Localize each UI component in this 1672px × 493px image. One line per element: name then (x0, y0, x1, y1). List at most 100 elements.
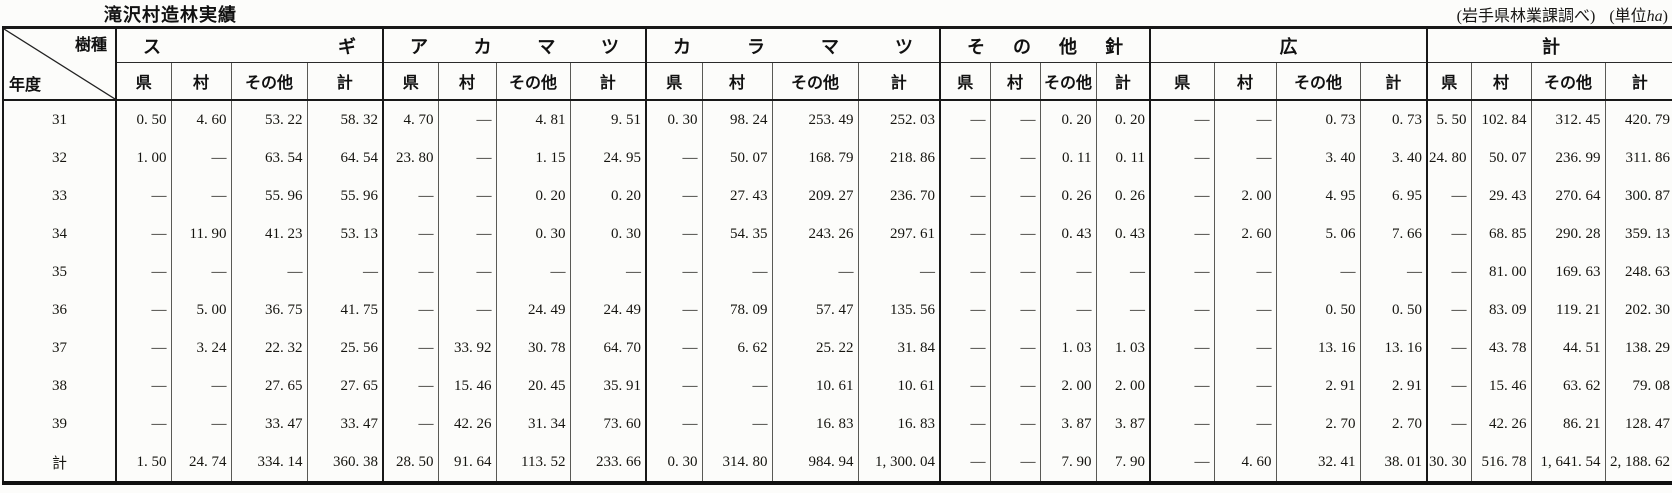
value-cell: — (382, 253, 438, 291)
value-cell: 202. 30 (1604, 291, 1672, 329)
value-cell: 98. 24 (701, 100, 772, 139)
value-cell: 15. 46 (437, 367, 496, 405)
value-cell: 36. 75 (230, 291, 307, 329)
value-cell: — (645, 139, 702, 177)
value-cell: — (701, 405, 772, 443)
value-cell: — (170, 177, 231, 215)
value-cell: — (1426, 367, 1471, 405)
unit-symbol: ha (1646, 8, 1663, 25)
value-cell: — (1359, 253, 1427, 291)
value-cell: — (989, 443, 1040, 483)
value-cell: 24. 49 (569, 291, 646, 329)
value-cell: 13. 16 (1275, 329, 1360, 367)
value-cell: 113. 52 (495, 443, 570, 483)
col-header: 村 (989, 62, 1040, 101)
value-cell: 334. 14 (230, 443, 307, 483)
row-year-label: 計 (51, 455, 67, 472)
value-cell: 3. 87 (1039, 405, 1096, 443)
value-cell: 3. 40 (1359, 139, 1427, 177)
corner-species-label: 樹種 (74, 37, 107, 54)
value-cell: 33. 47 (230, 405, 307, 443)
value-cell: — (115, 253, 171, 291)
value-cell: 1, 641. 54 (1530, 443, 1605, 483)
value-cell: — (170, 367, 231, 405)
row-year-label: 33 (52, 187, 67, 204)
value-cell: 68. 85 (1470, 215, 1531, 253)
value-cell: 243. 26 (771, 215, 858, 253)
value-cell: 58. 32 (306, 100, 383, 139)
value-cell: — (1149, 405, 1214, 443)
value-cell: — (1426, 405, 1471, 443)
value-cell: 168. 79 (771, 139, 858, 177)
col-header: 県 (1426, 62, 1471, 101)
value-cell: — (115, 329, 171, 367)
col-header: 県 (1149, 62, 1214, 101)
value-cell: 218. 86 (857, 139, 940, 177)
value-cell: 1, 300. 04 (857, 443, 940, 483)
value-cell: — (645, 367, 702, 405)
value-cell: 3. 87 (1095, 405, 1150, 443)
value-cell: 984. 94 (771, 443, 858, 483)
value-cell: 0. 30 (645, 100, 702, 139)
value-cell: 4. 70 (382, 100, 438, 139)
value-cell: 41. 75 (306, 291, 383, 329)
value-cell: 0. 20 (569, 177, 646, 215)
value-cell: — (382, 367, 438, 405)
value-cell: — (1213, 329, 1276, 367)
value-cell: 1. 03 (1039, 329, 1096, 367)
value-cell: — (939, 139, 990, 177)
notes: (岩手県林業課調べ) (単位ha) (1457, 2, 1668, 26)
col-header: その他 (771, 62, 858, 101)
col-header: 県 (382, 62, 438, 101)
value-cell: 24. 49 (495, 291, 570, 329)
value-cell: 73. 60 (569, 405, 646, 443)
value-cell: 248. 63 (1604, 253, 1672, 291)
value-cell: 0. 43 (1095, 215, 1150, 253)
sub-header-row: 県村その他計県村その他計県村その他計県村その他計県村その他計県村その他計 (3, 62, 1672, 101)
value-cell: — (382, 329, 438, 367)
value-cell: 138. 29 (1604, 329, 1672, 367)
value-cell: — (939, 253, 990, 291)
value-cell: 2, 188. 62 (1604, 443, 1672, 483)
value-cell: 0. 30 (569, 215, 646, 253)
value-cell: 27. 65 (306, 367, 383, 405)
col-header: 県 (645, 62, 702, 101)
group-header-total: 計 (1426, 27, 1672, 63)
value-cell: 91. 64 (437, 443, 496, 483)
value-cell: — (437, 177, 496, 215)
value-cell: 420. 79 (1604, 100, 1672, 139)
value-cell: — (771, 253, 858, 291)
value-cell: 0. 50 (1275, 291, 1360, 329)
value-cell: — (437, 253, 496, 291)
value-cell: — (115, 215, 171, 253)
value-cell: 0. 20 (495, 177, 570, 215)
value-cell: 6. 95 (1359, 177, 1427, 215)
value-cell: — (170, 253, 231, 291)
value-cell: 15. 46 (1470, 367, 1531, 405)
value-cell: — (115, 367, 171, 405)
group-header-sugi: スギ (115, 27, 383, 63)
value-cell: 55. 96 (306, 177, 383, 215)
col-header: 計 (1604, 62, 1672, 101)
value-cell: — (115, 177, 171, 215)
col-header: 村 (1213, 62, 1276, 101)
value-cell: 32. 41 (1275, 443, 1360, 483)
value-cell: 0. 50 (1359, 291, 1427, 329)
value-cell: — (1213, 367, 1276, 405)
col-header: 県 (115, 62, 171, 101)
value-cell: — (939, 329, 990, 367)
value-cell: 24. 74 (170, 443, 231, 483)
value-cell: — (1213, 139, 1276, 177)
value-cell: — (989, 215, 1040, 253)
row-year-label: 38 (52, 377, 67, 394)
value-cell: 4. 60 (1213, 443, 1276, 483)
col-header: 村 (437, 62, 496, 101)
corner-diagonal-line (4, 29, 115, 99)
row-year-label: 31 (52, 111, 67, 128)
table-row: 36—5. 00 36. 75 41. 75— —24. 49 24. 49—78. 0… (3, 291, 1672, 329)
value-cell: 5. 06 (1275, 215, 1360, 253)
value-cell: — (701, 253, 772, 291)
value-cell: 312. 45 (1530, 100, 1605, 139)
value-cell: — (989, 100, 1040, 139)
value-cell: — (989, 177, 1040, 215)
